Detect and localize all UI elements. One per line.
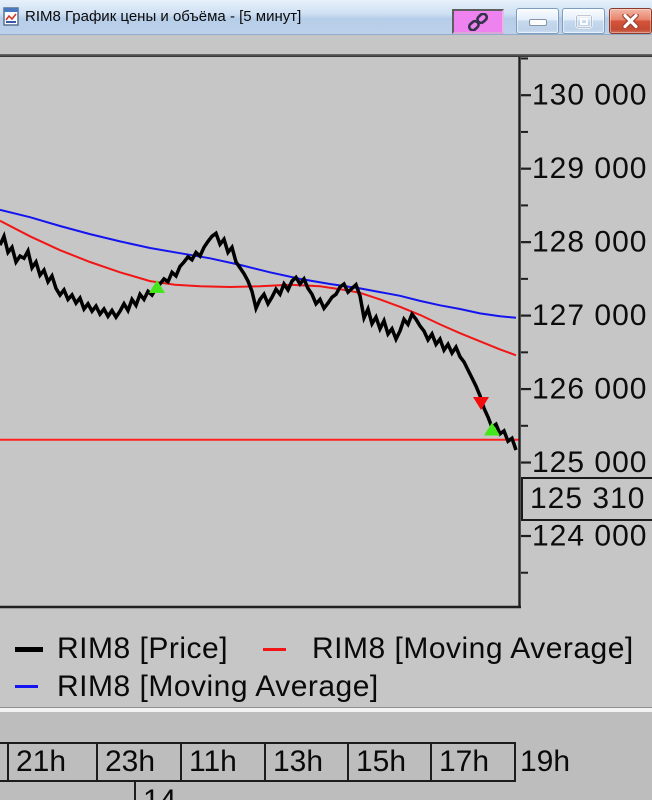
buy-signal-marker (149, 279, 165, 293)
legend-swatch-price (15, 647, 43, 652)
legend-label-ma-fast: RIM8 [Moving Average] (312, 632, 634, 665)
y-axis-tick-label: 124 000 (532, 520, 647, 553)
titlebar-separator (0, 54, 652, 57)
y-axis-tick-label: 128 000 (532, 226, 647, 259)
legend-swatch-ma-slow (15, 685, 38, 688)
time-axis-box: 21h (7, 742, 96, 782)
title-bar[interactable]: RIM8 График цены и объёма - [5 минут] (0, 0, 652, 35)
close-icon (622, 14, 639, 28)
series-moving-average-slow (0, 208, 517, 319)
time-axis-box-partial (0, 742, 7, 782)
chain-link-icon (467, 12, 489, 31)
time-axis-box: 13h (264, 742, 347, 782)
series-price (0, 230, 518, 451)
close-button[interactable] (609, 8, 652, 34)
y-axis-tick-label: 129 000 (532, 152, 647, 185)
time-axis-box-end-border (514, 742, 516, 782)
time-axis-box: 17h (430, 742, 514, 782)
sell-signal-marker (473, 397, 489, 411)
time-axis-box: 11h (180, 742, 264, 782)
minimize-button[interactable] (516, 8, 559, 34)
price-chart-canvas[interactable]: 130 000 129 000 128 000 127 000 126 000 125 0… (0, 57, 652, 609)
chart-legend: RIM8 [Price] RIM8 [Moving Average] RIM8 … (0, 628, 652, 708)
buy-signal-marker (484, 422, 500, 436)
time-axis-label-after: 19h (520, 745, 571, 778)
y-axis-tick-label: 125 000 (532, 446, 647, 479)
last-price-tag: 125 310 (521, 477, 652, 521)
panel-splitter[interactable] (0, 708, 652, 712)
panel-splitter-shadow (0, 707, 652, 708)
time-axis-strip: 19h 21h 23h 11h 13h 15h 17h (0, 742, 652, 782)
y-axis-tick-label: 126 000 (532, 373, 647, 406)
legend-label-ma-slow: RIM8 [Moving Average] (57, 670, 379, 703)
window-title: RIM8 График цены и объёма - [5 минут] (25, 8, 302, 25)
legend-swatch-ma-fast (263, 648, 286, 651)
restore-button[interactable] (562, 8, 605, 34)
chart-window-icon (3, 7, 19, 26)
link-button[interactable] (452, 9, 504, 34)
chart-panel: 130 000 129 000 128 000 127 000 126 000 125 0… (0, 57, 652, 609)
restore-icon (574, 13, 593, 29)
date-axis-tick (134, 782, 136, 800)
minimize-icon (528, 18, 547, 26)
time-axis-box: 23h (96, 742, 180, 782)
time-axis-box: 15h (347, 742, 430, 782)
legend-label-price: RIM8 [Price] (57, 632, 229, 665)
series-moving-average-fast (0, 219, 517, 357)
date-axis-label: 14 (143, 784, 176, 800)
y-axis-tick-label: 127 000 (532, 299, 647, 332)
y-axis-tick-label: 130 000 (532, 79, 647, 112)
